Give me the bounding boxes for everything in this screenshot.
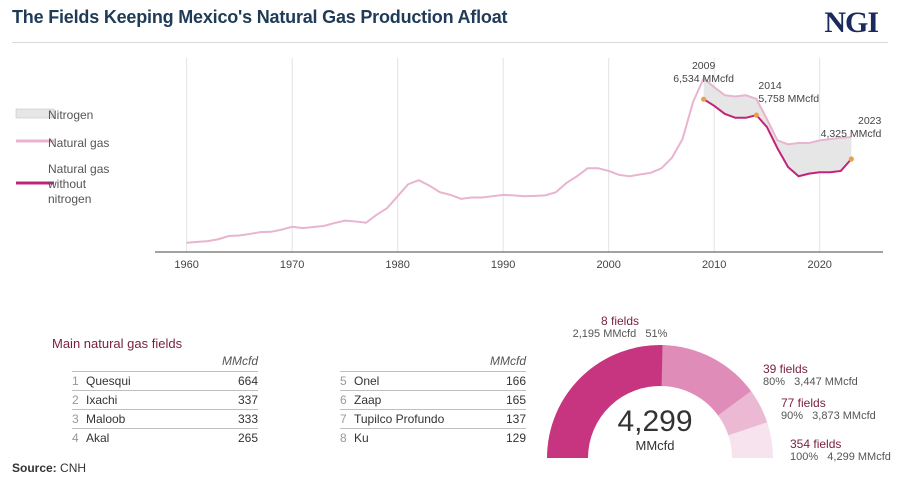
x-tick-label: 1960 [174,259,198,271]
row-rank: 6 [340,393,347,407]
row-rank: 2 [72,393,79,407]
title-divider [12,42,888,43]
table-row: 6 Zaap 165 [340,390,526,410]
table-row: 1 Quesqui 664 [72,371,258,391]
row-rank: 7 [340,412,347,426]
annotation-value: 4,325 MMcfd [821,128,882,140]
source-note: Source: CNH [12,461,86,475]
segment-share: 2,195 MMcfd 51% [572,328,668,340]
legend-swatch-nitrogen [15,108,55,119]
donut-segment-label: 354 fields 100% 4,299 MMcfd [790,437,900,463]
table-row: 7 Tupilco Profundo 137 [340,409,526,429]
row-field-name: Quesqui [86,374,131,388]
annotation-value: 5,758 MMcfd [758,93,819,105]
x-tick-label: 2010 [702,259,726,271]
donut-segment [718,391,768,437]
table-row: 2 Ixachi 337 [72,390,258,410]
segment-field-count: 354 fields [790,437,842,451]
segment-field-count: 8 fields [600,314,640,328]
segment-share: 90% 3,873 MMcfd [781,410,876,422]
annotation-year: 2009 [692,60,716,72]
donut-center: 4,299 MMcfd [600,405,710,454]
fields-table-left: MMcfd 1 Quesqui 664 2 Ixachi 337 3 Maloob 333 4 Ak… [72,354,258,450]
segment-share: 100% 4,299 MMcfd [790,451,891,463]
row-value: 337 [237,393,258,407]
segment-field-count: 77 fields [781,396,826,410]
row-value: 137 [505,412,526,426]
annotation-marker [753,112,759,118]
row-rank: 3 [72,412,79,426]
annotation-value: 6,534 MMcfd [673,73,734,85]
donut-segment-label: 39 fields 80% 3,447 MMcfd [763,362,873,388]
donut-total: 4,299 [617,405,693,438]
source-label: Source: [12,461,57,475]
nitrogen-area [703,78,852,177]
unit-header: MMcfd [222,354,258,368]
annotation-marker [848,156,854,162]
row-value: 166 [505,374,526,388]
x-tick-label: 2000 [596,259,620,271]
segment-field-count: 39 fields [763,362,808,376]
page-title: The Fields Keeping Mexico's Natural Gas … [12,7,508,27]
x-tick-label: 1980 [385,259,409,271]
unit-header: MMcfd [490,354,526,368]
x-tick-label: 2020 [807,259,831,271]
donut-unit: MMcfd [635,438,675,453]
annotation-year: 2014 [758,80,782,92]
annotation-year: 2023 [858,115,882,127]
fields-table-right: MMcfd 5 Onel 166 6 Zaap 165 7 Tupilco Profundo 1… [340,354,526,450]
ngi-logo: NGI [824,6,879,39]
table-row: 5 Onel 166 [340,371,526,391]
row-rank: 4 [72,431,79,445]
row-field-name: Onel [354,374,380,388]
row-rank: 5 [340,374,347,388]
row-field-name: Ku [354,431,369,445]
legend-label-natural-gas: Natural gas [48,136,110,150]
row-field-name: Tupilco Profundo [354,412,445,426]
x-tick-label: 1990 [491,259,515,271]
segment-share: 80% 3,447 MMcfd [763,376,858,388]
donut-segment-label: 8 fields 2,195 MMcfd 51% [560,314,680,340]
x-tick-label: 1970 [280,259,304,271]
table-row: 4 Akal 265 [72,428,258,448]
without-nitrogen-line [703,98,853,178]
legend-label-nitrogen: Nitrogen [48,108,94,122]
row-field-name: Zaap [354,393,382,407]
source-value: CNH [60,461,87,475]
donut-segment-label: 77 fields 90% 3,873 MMcfd [781,396,891,422]
row-value: 129 [505,431,526,445]
annotation-marker [701,96,707,102]
row-value: 265 [237,431,258,445]
row-value: 333 [237,412,258,426]
table-row: 8 Ku 129 [340,428,526,448]
fields-table-title: Main natural gas fields [52,336,183,351]
table-row: 3 Maloob 333 [72,409,258,429]
row-rank: 1 [72,374,79,388]
row-field-name: Maloob [86,412,126,426]
natural-gas-line [186,76,852,244]
row-field-name: Ixachi [86,393,118,407]
row-rank: 8 [340,431,347,445]
legend-swatches [15,108,55,185]
donut-segment [728,422,773,458]
row-value: 165 [505,393,526,407]
row-field-name: Akal [86,431,110,445]
legend-label-without-nitrogen: Natural gas without nitrogen [48,162,110,206]
row-value: 664 [237,374,258,388]
